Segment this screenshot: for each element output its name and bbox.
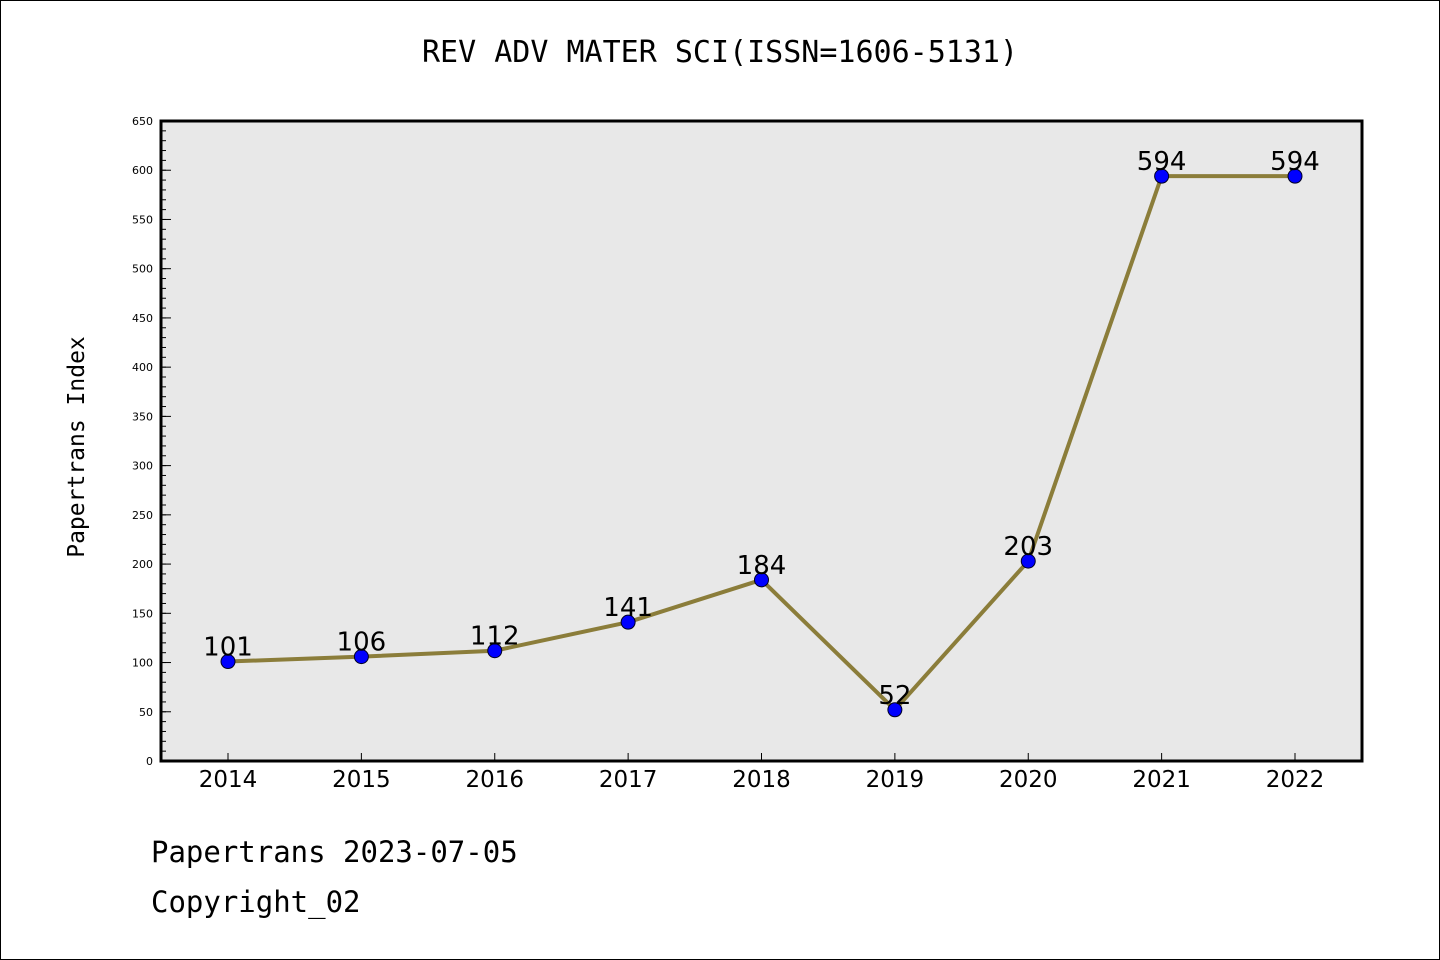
data-label: 141 [603, 593, 653, 623]
x-tick-label: 2022 [1266, 767, 1325, 793]
footer-copyright: Copyright_02 [151, 885, 361, 919]
y-tick-label: 150 [132, 607, 153, 620]
x-tick-label: 2019 [866, 767, 925, 793]
x-tick-label: 2018 [732, 767, 791, 793]
data-label: 106 [337, 628, 387, 658]
x-tick-label: 2015 [332, 767, 391, 793]
data-label: 184 [737, 551, 787, 581]
data-label: 52 [878, 681, 911, 711]
data-point [1287, 168, 1303, 184]
plot-area [161, 121, 1362, 761]
data-label: 203 [1003, 532, 1053, 562]
data-point [487, 643, 503, 659]
y-tick-label: 650 [132, 115, 153, 128]
y-tick-label: 400 [132, 361, 153, 374]
data-point [887, 702, 903, 718]
y-tick-label: 350 [132, 410, 153, 423]
x-tick-label: 2016 [465, 767, 524, 793]
y-tick-label: 200 [132, 558, 153, 571]
data-point [1154, 168, 1170, 184]
x-tick-label: 2017 [599, 767, 658, 793]
data-point [1020, 553, 1036, 569]
y-tick-label: 50 [139, 706, 153, 719]
data-point [353, 649, 369, 665]
y-tick-label: 500 [132, 263, 153, 276]
x-tick-label: 2020 [999, 767, 1058, 793]
chart-title: REV ADV MATER SCI(ISSN=1606-5131) [421, 35, 1019, 70]
y-tick-label: 0 [146, 755, 153, 768]
data-point [754, 572, 769, 588]
y-tick-label: 450 [132, 312, 153, 325]
data-label: 101 [203, 633, 253, 663]
y-tick-label: 100 [132, 657, 153, 670]
footer-date: Papertrans 2023-07-05 [151, 835, 518, 869]
y-tick-label: 550 [132, 213, 153, 226]
y-tick-label: 250 [132, 509, 153, 522]
x-tick-label: 2021 [1132, 767, 1191, 793]
data-point [620, 614, 636, 630]
data-label: 594 [1137, 147, 1187, 177]
plot-border [159, 119, 1364, 763]
y-tick-label: 300 [132, 460, 153, 473]
data-label: 594 [1270, 147, 1320, 177]
data-point [220, 654, 236, 670]
data-label: 112 [470, 622, 520, 652]
y-tick-label: 600 [132, 164, 153, 177]
x-tick-label: 2014 [199, 767, 258, 793]
